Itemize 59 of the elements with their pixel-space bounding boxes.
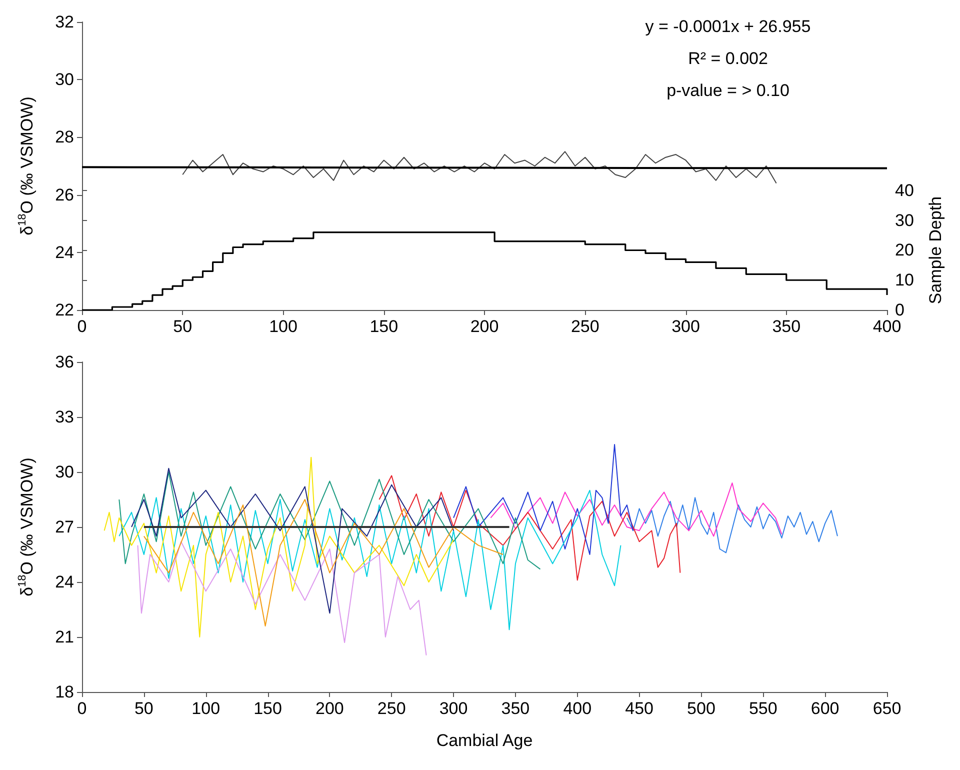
annotation: y = -0.0001x + 26.955 xyxy=(645,17,811,36)
x-tick-label: 350 xyxy=(772,317,801,336)
x-tick-label: 200 xyxy=(470,317,499,336)
x-tick-label: 250 xyxy=(377,699,406,718)
y-tick-label: 33 xyxy=(55,408,74,426)
y-tick-label: 36 xyxy=(55,352,74,372)
line-series xyxy=(143,499,504,626)
y-tick-label: 30 xyxy=(55,462,74,482)
x-tick-label: 350 xyxy=(501,699,530,718)
x-tick-label: 400 xyxy=(872,317,902,336)
y-tick-label: 32 xyxy=(55,12,74,32)
x-tick-label: 150 xyxy=(370,317,398,336)
y2-tick-label: 10 xyxy=(895,270,914,290)
x-tick-label: 100 xyxy=(192,699,220,718)
y-tick-label: 21 xyxy=(55,628,74,646)
x-tick-label: 450 xyxy=(625,699,654,718)
line-series xyxy=(626,497,838,554)
y2-tick-label: 30 xyxy=(895,210,914,230)
x-tick-label: 400 xyxy=(563,699,592,718)
x-tick-label: 650 xyxy=(872,699,902,718)
annotation: p-value = > 0.10 xyxy=(666,81,790,100)
line-series xyxy=(131,468,454,614)
y-tick-label: 30 xyxy=(55,70,74,90)
line-series xyxy=(490,482,782,537)
y-tick-label: 26 xyxy=(55,185,74,204)
line-series xyxy=(104,456,454,638)
y-axis-title: δ18O (‰ VSMOW) xyxy=(16,96,36,236)
y2-axis-title: Sample Depth xyxy=(926,196,945,304)
line-series xyxy=(137,541,427,656)
y-tick-label: 28 xyxy=(55,128,74,147)
line-series xyxy=(182,151,777,184)
y-tick-label: 24 xyxy=(55,572,74,592)
line-series xyxy=(118,472,541,570)
x-tick-label: 200 xyxy=(316,699,344,718)
x-tick-label: 600 xyxy=(810,699,840,718)
y-tick-label: 18 xyxy=(55,682,74,702)
line-series xyxy=(118,490,622,630)
y-tick-label: 22 xyxy=(55,300,74,320)
y-tick-label: 27 xyxy=(55,518,74,536)
annotation: R² = 0.002 xyxy=(688,49,768,68)
y-tick-label: 24 xyxy=(55,242,74,262)
x-tick-label: 0 xyxy=(77,317,87,336)
x-tick-label: 250 xyxy=(570,317,600,336)
x-tick-label: 50 xyxy=(134,699,154,718)
x-tick-label: 550 xyxy=(748,699,778,718)
x-tick-label: 150 xyxy=(254,699,282,718)
x-tick-label: 0 xyxy=(77,699,87,718)
x-tick-label: 50 xyxy=(173,317,192,336)
x-tick-label: 300 xyxy=(439,699,468,718)
x-tick-label: 100 xyxy=(269,317,298,336)
y2-tick-label: 20 xyxy=(895,240,914,260)
y2-tick-label: 0 xyxy=(895,300,904,320)
y-axis-title: δ18O (‰ VSMOW) xyxy=(16,458,36,596)
x-tick-label: 300 xyxy=(672,317,700,336)
line-series xyxy=(453,444,634,555)
x-axis-title: Cambial Age xyxy=(436,731,533,750)
y2-tick-label: 40 xyxy=(895,180,914,200)
x-tick-label: 500 xyxy=(687,699,716,718)
line-series xyxy=(378,475,681,581)
